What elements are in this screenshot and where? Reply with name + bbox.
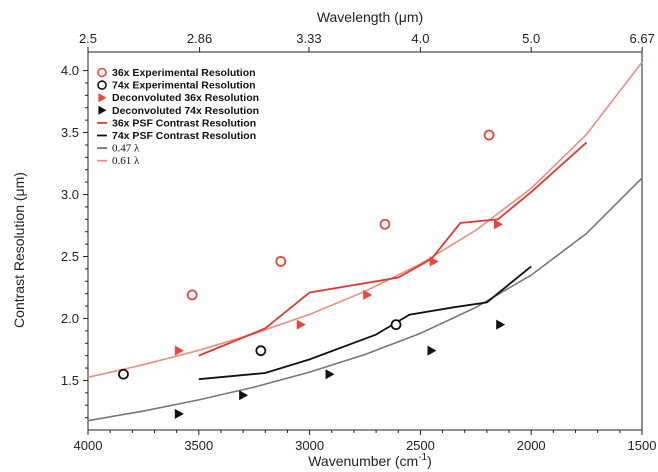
data-point (239, 390, 249, 401)
x2-axis-title: Wavelength (μm) (317, 9, 423, 25)
series-3 (174, 319, 506, 419)
x-tick-label: 3000 (295, 438, 324, 453)
x-axis: 4000 3500 3000 2500 2000 1500 (74, 430, 657, 453)
series-2 (174, 219, 503, 356)
legend-swatch (98, 93, 107, 103)
x2-axis-wavelength: 2.5 2.86 3.33 4.0 5.0 6.67 (79, 31, 655, 52)
legend-swatch (98, 105, 107, 115)
data-point (186, 289, 198, 301)
y-tick-label: 3.5 (61, 125, 79, 140)
legend-entry: 36x Experimental Resolution (97, 67, 256, 79)
plot-border (87, 51, 643, 431)
x-axis-title: Wavenumber (cm-1) (308, 452, 432, 469)
legend-entry: 0.61 λ (97, 155, 140, 167)
y-axis-title: Contrast Resolution (μm) (11, 172, 27, 328)
data-point (390, 319, 402, 331)
series-0 (186, 129, 495, 301)
x-tick-label: 4000 (74, 438, 103, 453)
legend-label: 0.61 λ (112, 155, 140, 167)
legend-entry: Deconvoluted 74x Resolution (98, 105, 259, 117)
x2-tick-label: 6.67 (630, 31, 655, 46)
data-point (429, 256, 439, 267)
x2-tick-label: 2.86 (187, 31, 212, 46)
data-point (174, 408, 184, 419)
series-layer (87, 61, 643, 422)
data-point (363, 289, 373, 300)
legend-label: 36x PSF Contrast Resolution (112, 117, 256, 129)
data-point (255, 345, 267, 357)
x-tick-label: 2000 (517, 438, 546, 453)
data-point (493, 219, 503, 230)
data-point (275, 256, 287, 267)
series-line (87, 177, 643, 422)
legend-label: 0.47 λ (112, 143, 140, 155)
x2-tick-label: 3.33 (296, 31, 321, 46)
data-point (483, 129, 495, 141)
y-tick-label: 4.0 (61, 63, 79, 78)
series-6 (87, 177, 643, 422)
data-point (325, 369, 335, 380)
x2-tick-label: 2.5 (79, 31, 97, 46)
y-axis: 1.5 2.0 2.5 3.0 3.5 4.0 (61, 63, 88, 419)
data-point (427, 345, 437, 356)
legend-swatch (97, 67, 107, 78)
legend-entry: 74x Experimental Resolution (97, 80, 256, 92)
x-tick-label: 1500 (628, 438, 657, 453)
legend-label: 74x PSF Contrast Resolution (112, 130, 256, 142)
data-point (174, 345, 184, 356)
legend-entry: 0.47 λ (97, 143, 140, 155)
y-tick-label: 2.5 (61, 249, 79, 264)
legend-label: 36x Experimental Resolution (112, 67, 256, 79)
data-point (379, 218, 391, 230)
y-tick-label: 1.5 (61, 373, 79, 388)
x-tick-label: 2500 (406, 438, 435, 453)
plot-frame (87, 51, 643, 431)
x-tick-label: 3500 (184, 438, 213, 453)
data-point (496, 319, 506, 330)
legend-swatch (97, 80, 107, 90)
legend-entry: 74x PSF Contrast Resolution (97, 130, 256, 142)
y-tick-label: 3.0 (61, 187, 79, 202)
data-point (296, 319, 306, 330)
x2-tick-label: 5.0 (522, 31, 540, 46)
legend-label: Deconvoluted 74x Resolution (112, 105, 259, 117)
series-1 (118, 319, 402, 380)
x-axis-title-close: ) (427, 453, 432, 469)
x-axis-title-sup: -1 (418, 452, 427, 463)
legend-label: 74x Experimental Resolution (112, 80, 256, 92)
legend-label: Deconvoluted 36x Resolution (112, 92, 259, 104)
data-point (118, 368, 129, 380)
x2-tick-label: 4.0 (411, 31, 429, 46)
y-tick-label: 2.0 (61, 311, 79, 326)
x-axis-title-main: Wavenumber (cm (308, 453, 418, 469)
legend-entry: 36x PSF Contrast Resolution (97, 117, 256, 129)
legend-entry: Deconvoluted 36x Resolution (98, 92, 259, 104)
